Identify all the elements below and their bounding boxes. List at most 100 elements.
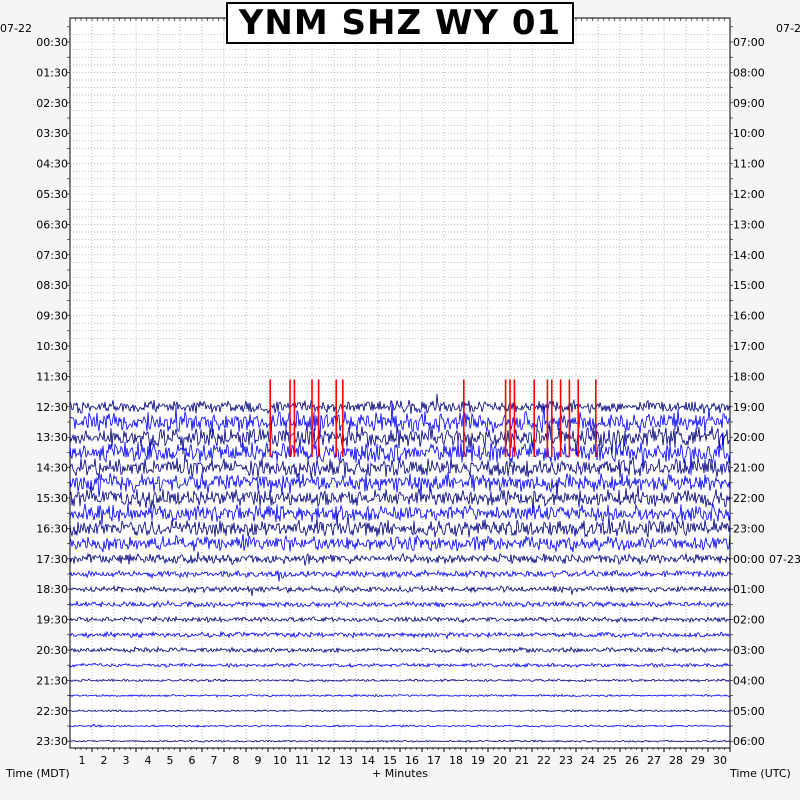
left-tick-label: 10:30 (36, 340, 68, 353)
x-tick-label: 2 (101, 754, 108, 767)
seismic-trace (69, 584, 731, 597)
x-tick-label: 1 (79, 754, 86, 767)
seismic-trace (69, 709, 731, 713)
right-tick-label: 03:00 (733, 644, 765, 657)
seismic-trace (69, 739, 731, 743)
x-tick-label: 30 (713, 754, 727, 767)
right-tick-label: 23:00 (733, 522, 765, 535)
seismic-trace (69, 662, 731, 669)
right-tick-label: 13:00 (733, 218, 765, 231)
left-axis-title: Time (MDT) (6, 767, 70, 780)
right-tick-label: 20:00 (733, 431, 765, 444)
start-date-left: 07-22 (0, 22, 32, 35)
x-tick-label: 4 (145, 754, 152, 767)
seismic-traces (69, 379, 731, 743)
seismic-trace (69, 599, 731, 609)
x-tick-label: 29 (691, 754, 705, 767)
left-tick-label: 00:30 (36, 36, 68, 49)
x-tick-label: 3 (123, 754, 130, 767)
seismic-trace (69, 401, 731, 440)
left-tick-label: 17:30 (36, 553, 68, 566)
right-tick-label: 19:00 (733, 401, 765, 414)
x-tick-label: 20 (493, 754, 507, 767)
left-tick-label: 02:30 (36, 97, 68, 110)
right-axis-title: Time (UTC) (730, 767, 791, 780)
x-tick-label: 7 (211, 754, 218, 767)
seismic-trace (69, 452, 731, 481)
seismic-trace (69, 503, 731, 525)
x-tick-label: 28 (669, 754, 683, 767)
seismic-trace (69, 646, 731, 654)
right-tick-label: 06:00 (733, 735, 765, 748)
right-tick-label: 02:00 (733, 614, 765, 627)
left-tick-label: 07:30 (36, 249, 68, 262)
left-tick-label: 23:30 (36, 735, 68, 748)
right-tick-label: 16:00 (733, 310, 765, 323)
right-tick-label: 05:00 (733, 705, 765, 718)
left-tick-label: 01:30 (36, 66, 68, 79)
x-tick-label: 25 (603, 754, 617, 767)
x-tick-label: 14 (361, 754, 375, 767)
seismic-trace (69, 512, 731, 538)
seismic-trace (69, 678, 731, 683)
seismic-trace (69, 472, 731, 498)
right-tick-label: 11:00 (733, 158, 765, 171)
left-tick-label: 19:30 (36, 614, 68, 627)
right-tick-label: 08:00 (733, 66, 765, 79)
right-tick-label: 00:00 (733, 553, 765, 566)
seismic-trace (69, 723, 731, 728)
plot-area (69, 17, 731, 749)
x-tick-label: 27 (647, 754, 661, 767)
seismic-trace (69, 615, 731, 624)
left-tick-label: 16:30 (36, 522, 68, 535)
left-tick-label: 06:30 (36, 218, 68, 231)
right-tick-label: 12:00 (733, 188, 765, 201)
left-tick-label: 03:30 (36, 127, 68, 140)
right-tick-label: 10:00 (733, 127, 765, 140)
grid (70, 18, 730, 748)
left-tick-label: 15:30 (36, 492, 68, 505)
seismic-trace (69, 479, 731, 514)
left-tick-label: 08:30 (36, 279, 68, 292)
x-tick-label: 15 (383, 754, 397, 767)
x-tick-label: 9 (255, 754, 262, 767)
chart-title: YNM SHZ WY 01 (226, 2, 574, 44)
x-tick-label: 23 (559, 754, 573, 767)
x-tick-label: 10 (273, 754, 287, 767)
right-axis-ticks: 07:00 08:00 09:00 10:00 11:00 12:00 13:00 14:00… (730, 26, 765, 748)
left-axis-ticks: 00:30 01:30 02:30 03:30 04:30 05:30 06:30 07:30… (36, 26, 70, 748)
left-tick-label: 12:30 (36, 401, 68, 414)
x-tick-label: 24 (581, 754, 595, 767)
day-change-right: 07-23 (769, 553, 800, 566)
right-tick-label: 22:00 (733, 492, 765, 505)
left-tick-label: 05:30 (36, 188, 68, 201)
left-tick-label: 18:30 (36, 583, 68, 596)
x-tick-label: 22 (537, 754, 551, 767)
left-tick-label: 11:30 (36, 370, 68, 383)
left-tick-label: 13:30 (36, 431, 68, 444)
left-tick-label: 04:30 (36, 158, 68, 171)
x-tick-label: 17 (427, 754, 441, 767)
right-tick-label: 01:00 (733, 583, 765, 596)
x-tick-label: 19 (471, 754, 485, 767)
right-tick-label: 21:00 (733, 462, 765, 475)
left-tick-label: 20:30 (36, 644, 68, 657)
x-tick-label: 5 (167, 754, 174, 767)
seismic-trace (69, 551, 731, 566)
start-date-right: 07-2 (776, 22, 800, 35)
right-tick-label: 17:00 (733, 340, 765, 353)
left-tick-label: 14:30 (36, 462, 68, 475)
seismic-trace (69, 432, 731, 476)
right-tick-label: 14:00 (733, 249, 765, 262)
x-tick-label: 13 (339, 754, 353, 767)
seismic-trace (69, 531, 731, 553)
right-tick-label: 18:00 (733, 370, 765, 383)
seismic-trace (69, 630, 731, 640)
x-tick-label: 6 (189, 754, 196, 767)
left-tick-label: 09:30 (36, 310, 68, 323)
x-tick-label: 12 (317, 754, 331, 767)
right-tick-label: 09:00 (733, 97, 765, 110)
x-tick-label: 16 (405, 754, 419, 767)
x-tick-label: 11 (295, 754, 309, 767)
